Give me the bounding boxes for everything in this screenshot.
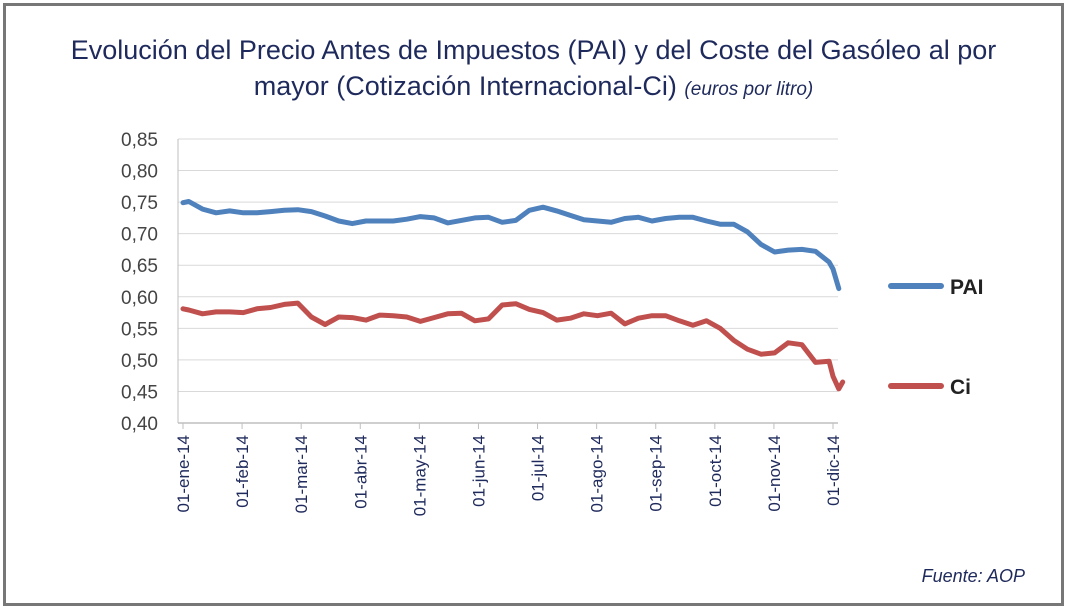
x-axis-ticks: 01-ene-14 01-feb-14 01-mar-14 01-abr-14 01-m… [174, 423, 843, 516]
chart-title-units: (euros por litro) [684, 79, 814, 100]
x-tick-label: 01-mar-14 [292, 435, 311, 513]
legend-label-pai: PAI [950, 276, 983, 299]
y-tick-label: 0,40 [121, 414, 158, 435]
x-tick-label: 01-feb-14 [233, 435, 252, 508]
x-tick-label: 01-nov-14 [765, 435, 784, 512]
x-tick-label: 01-abr-14 [351, 435, 370, 509]
legend: PAI Ci [888, 276, 983, 399]
y-tick-label: 0,60 [121, 288, 158, 309]
gridlines [177, 138, 838, 424]
chart-frame [3, 3, 1064, 606]
x-tick-label: 01-jul-14 [529, 435, 548, 501]
series-line-pai [180, 199, 842, 292]
y-tick-label: 0,50 [121, 351, 158, 372]
x-tick-label: 01-jun-14 [469, 435, 488, 507]
x-tick-label: 01-dic-14 [824, 435, 843, 506]
chart-title-line2: mayor (Cotización Internacional-Ci) [253, 71, 677, 101]
source-note: Fuente: AOP [921, 566, 1025, 586]
chart-title-line1: Evolución del Precio Antes de Impuestos … [70, 35, 997, 65]
x-tick-label: 01-may-14 [410, 435, 429, 516]
x-tick-label: 01-sep-14 [647, 435, 666, 512]
y-tick-label: 0,80 [121, 162, 158, 183]
y-tick-label: 0,65 [121, 256, 158, 277]
y-tick-label: 0,75 [121, 193, 158, 214]
y-tick-label: 0,70 [121, 225, 158, 246]
y-tick-label: 0,45 [121, 382, 158, 403]
y-tick-label: 0,85 [121, 130, 158, 151]
chart-title: Evolución del Precio Antes de Impuestos … [0, 32, 1067, 108]
x-tick-label: 01-oct-14 [706, 435, 725, 507]
y-axis-ticks: 0,40 0,45 0,50 0,55 0,60 0,65 0,70 0,75 0,80 0,85 [121, 130, 158, 435]
y-tick-label: 0,55 [121, 319, 158, 340]
series-line-ci [180, 300, 846, 392]
x-tick-label: 01-ago-14 [588, 435, 607, 513]
x-tick-label: 01-ene-14 [174, 435, 193, 513]
legend-label-ci: Ci [950, 376, 971, 399]
series-lines [180, 199, 846, 392]
